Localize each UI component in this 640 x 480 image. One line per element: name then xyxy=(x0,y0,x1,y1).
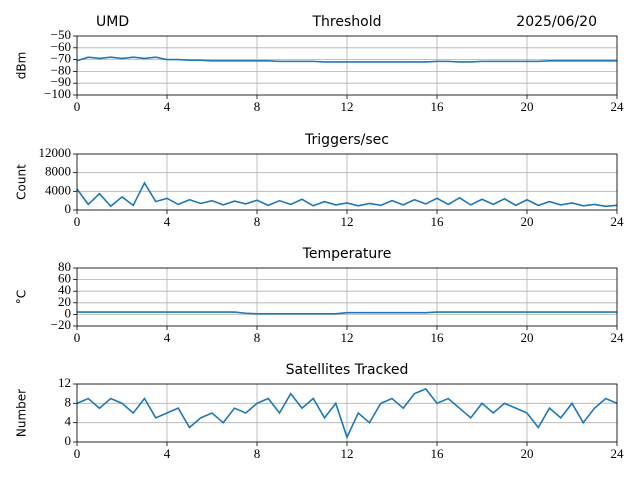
x-tick-label: 0 xyxy=(74,214,81,229)
y-tick-label: −70 xyxy=(51,51,71,66)
y-axis-label: Count xyxy=(15,164,29,200)
x-tick-label: 12 xyxy=(341,214,354,229)
y-tick-label: 0 xyxy=(65,305,72,320)
x-tick-label: 16 xyxy=(431,330,445,345)
y-tick-label: 60 xyxy=(58,271,71,286)
y-tick-label: 20 xyxy=(58,294,71,309)
y-tick-label: −90 xyxy=(51,74,71,89)
data-line xyxy=(77,311,617,315)
y-axis-label: Number xyxy=(15,389,29,437)
data-line xyxy=(76,56,617,63)
x-tick-label: 16 xyxy=(431,99,445,114)
x-tick-label: 0 xyxy=(74,330,81,345)
x-tick-label: 8 xyxy=(254,99,261,114)
annotation: UMD xyxy=(96,14,129,30)
y-tick-label: 12000 xyxy=(39,145,72,160)
plot-frame xyxy=(76,35,618,96)
y-tick-label: −20 xyxy=(51,317,71,332)
annotation: 2025/06/20 xyxy=(516,14,597,30)
plot-frame xyxy=(76,153,618,211)
y-tick-label: 12 xyxy=(58,375,71,390)
chart-title: Satellites Tracked xyxy=(286,362,409,378)
y-tick-label: −80 xyxy=(51,62,71,77)
x-tick-label: 20 xyxy=(521,330,534,345)
x-tick-label: 0 xyxy=(74,446,81,461)
x-tick-label: 4 xyxy=(164,446,171,461)
y-tick-label: 40 xyxy=(58,282,71,297)
data-line xyxy=(76,387,618,440)
y-tick-label: 4000 xyxy=(45,182,71,197)
x-tick-label: 8 xyxy=(254,214,261,229)
chart-title: Temperature xyxy=(302,246,392,262)
x-tick-label: 0 xyxy=(74,99,81,114)
x-tick-label: 8 xyxy=(254,446,261,461)
x-tick-label: 4 xyxy=(164,214,171,229)
y-tick-label: 4 xyxy=(65,414,72,429)
data-line xyxy=(76,181,618,208)
x-tick-label: 24 xyxy=(611,99,625,114)
y-tick-label: −60 xyxy=(51,39,71,54)
x-tick-label: 16 xyxy=(431,214,445,229)
y-tick-label: −100 xyxy=(44,86,71,101)
x-tick-label: 20 xyxy=(521,214,534,229)
y-tick-label: −50 xyxy=(51,27,71,42)
y-axis-label: dBm xyxy=(15,52,29,80)
y-axis-label: °C xyxy=(15,290,29,304)
x-tick-label: 4 xyxy=(164,99,171,114)
x-tick-label: 24 xyxy=(611,330,625,345)
x-tick-label: 12 xyxy=(341,446,354,461)
y-tick-label: 80 xyxy=(58,259,71,274)
y-tick-label: 0 xyxy=(65,201,72,216)
y-tick-label: 8000 xyxy=(45,164,71,179)
x-tick-label: 12 xyxy=(341,330,354,345)
x-tick-label: 24 xyxy=(611,446,625,461)
chart-title: Threshold xyxy=(312,14,382,30)
x-tick-label: 24 xyxy=(611,214,625,229)
plot-frame xyxy=(76,383,618,443)
chart-title: Triggers/sec xyxy=(304,132,389,148)
y-tick-label: 8 xyxy=(65,394,72,409)
x-tick-label: 8 xyxy=(254,330,261,345)
x-tick-label: 4 xyxy=(164,330,171,345)
x-tick-label: 16 xyxy=(431,446,445,461)
x-tick-label: 20 xyxy=(521,446,534,461)
y-tick-label: 0 xyxy=(65,433,72,448)
x-tick-label: 20 xyxy=(521,99,534,114)
x-tick-label: 12 xyxy=(341,99,354,114)
plot-frame xyxy=(76,267,618,327)
